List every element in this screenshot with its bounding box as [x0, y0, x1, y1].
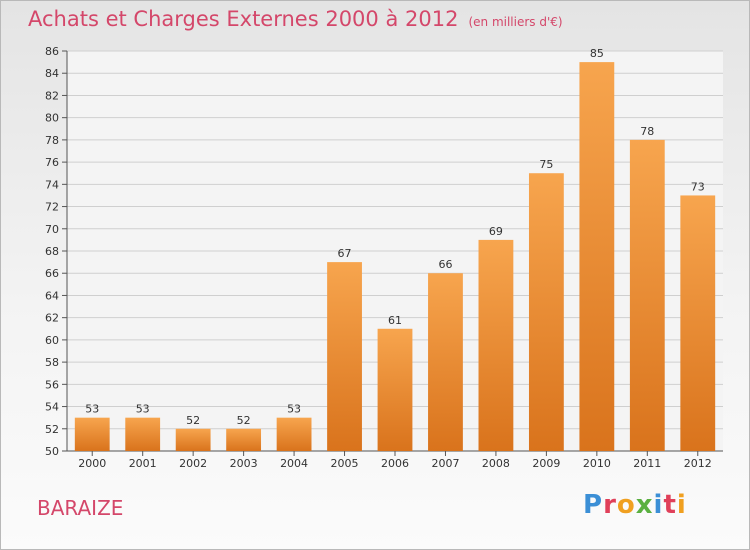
y-tick-label: 78 [45, 134, 59, 147]
logo-letter: t [663, 490, 677, 520]
bar [478, 239, 514, 451]
y-tick-label: 72 [45, 201, 59, 214]
x-tick-label: 2001 [129, 457, 157, 470]
bar-value-label: 73 [691, 180, 705, 193]
bar [226, 428, 262, 451]
y-tick-label: 62 [45, 312, 59, 325]
y-tick-label: 76 [45, 156, 59, 169]
logo-letter: r [603, 490, 617, 520]
logo-letter: x [635, 490, 654, 520]
y-tick-label: 70 [45, 223, 59, 236]
x-tick-label: 2007 [431, 457, 459, 470]
bar [680, 195, 716, 451]
y-tick-label: 82 [45, 89, 59, 102]
y-tick-label: 52 [45, 423, 59, 436]
proxiti-logo: Proxiti [583, 490, 687, 520]
x-tick-label: 2006 [381, 457, 409, 470]
chart-title-text: Achats et Charges Externes 2000 à 2012 [28, 7, 459, 31]
bar-value-label: 61 [388, 314, 402, 327]
chart-unit: (en milliers d'€) [468, 15, 563, 29]
bar [175, 428, 211, 451]
x-tick-label: 2004 [280, 457, 308, 470]
bar-value-label: 69 [489, 225, 503, 238]
x-tick-label: 2005 [331, 457, 359, 470]
bar-chart: 50 52 54 56 58 60 62 64 66 68 70 72 74 76 78 80 82 84 86 53… [45, 45, 723, 470]
bar [579, 62, 615, 451]
bar [327, 262, 362, 451]
x-tick-label: 2003 [230, 457, 258, 470]
x-tick-label: 2012 [684, 457, 712, 470]
bar [528, 173, 564, 451]
x-tick-label: 2002 [179, 457, 207, 470]
x-tick-label: 2000 [78, 457, 106, 470]
commune-name: BARAIZE [37, 496, 124, 520]
logo-letter: i [676, 490, 687, 520]
bar-value-label: 85 [590, 47, 604, 60]
bar-value-label: 52 [186, 414, 200, 427]
x-tick-label: 2008 [482, 457, 510, 470]
y-tick-label: 56 [45, 378, 59, 391]
y-tick-label: 50 [45, 445, 59, 458]
y-tick-label: 58 [45, 356, 59, 369]
bar-value-label: 52 [237, 414, 251, 427]
y-tick-label: 84 [45, 67, 59, 80]
logo-letter: P [583, 490, 604, 520]
bar-value-label: 66 [438, 258, 452, 271]
logo-letter: i [653, 490, 664, 520]
y-tick-label: 66 [45, 267, 59, 280]
y-tick-label: 74 [45, 178, 59, 191]
chart-title: Achats et Charges Externes 2000 à 2012 (e… [28, 7, 563, 31]
bar-value-label: 75 [539, 158, 553, 171]
y-tick-label: 80 [45, 112, 59, 125]
y-tick-label: 86 [45, 45, 59, 58]
x-tick-label: 2009 [532, 457, 560, 470]
y-tick-label: 68 [45, 245, 59, 258]
bar [74, 417, 110, 451]
bar [377, 328, 413, 451]
bar-value-label: 53 [136, 403, 150, 416]
bar [125, 417, 161, 451]
y-tick-label: 60 [45, 334, 59, 347]
logo-letter: o [616, 490, 636, 520]
bar [276, 417, 312, 451]
bar-value-label: 78 [640, 125, 654, 138]
bar-value-label: 53 [287, 403, 301, 416]
bar-value-label: 53 [85, 403, 99, 416]
y-tick-label: 64 [45, 289, 59, 302]
bar [428, 273, 463, 451]
y-tick-label: 54 [45, 401, 59, 414]
x-tick-label: 2011 [633, 457, 661, 470]
bar [629, 139, 665, 451]
bar-value-label: 67 [338, 247, 352, 260]
x-tick-label: 2010 [583, 457, 611, 470]
